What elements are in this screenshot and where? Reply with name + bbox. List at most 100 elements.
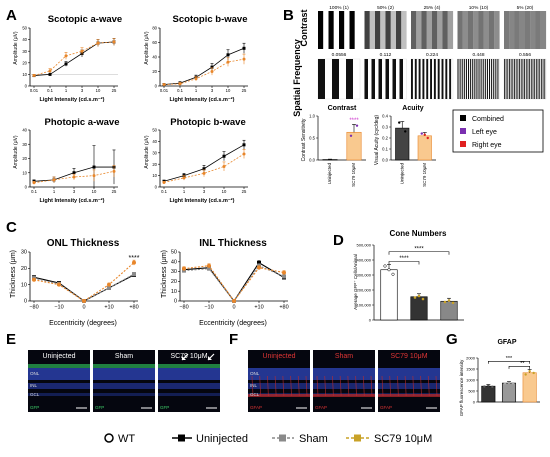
individual-point (383, 264, 387, 268)
gfap-signal (404, 375, 407, 397)
micrograph-title: Sham (115, 353, 133, 360)
x-tick-label: Uninjected (327, 163, 332, 185)
grating-stripe (449, 59, 452, 99)
chart-title: Contrast (328, 105, 357, 112)
x-tick-label: 1 (195, 88, 198, 93)
gfap-signal (339, 375, 342, 397)
series-line (33, 273, 135, 302)
individual-point (483, 385, 486, 388)
y-tick-label: 30 (22, 49, 27, 54)
grating-stripe (507, 59, 509, 99)
individual-point (532, 371, 535, 375)
y-tick-label: 10 (171, 289, 177, 295)
grating-stripe (418, 59, 421, 99)
grating-stripe (497, 59, 499, 99)
chart-title: ONL Thickness (47, 238, 120, 249)
gfap-signal (248, 394, 310, 397)
grating-stripe (375, 11, 381, 49)
individual-point (524, 373, 527, 376)
stain-label: GFAP (380, 405, 392, 410)
contrast-bar-chart: Contrast Contrast Sensitivity 0.0 0.5 1.0 U… (301, 105, 366, 187)
grating-stripe (532, 59, 534, 99)
y-tick-label: 50 (152, 128, 157, 133)
series-line (163, 58, 245, 85)
x-axis-label: Light Intensity (cd.s.m⁻²) (40, 96, 105, 103)
arrow-head (208, 356, 212, 360)
x-tick-label: −80 (179, 305, 188, 311)
grating-stripe (524, 59, 525, 99)
gfap-signal (313, 394, 375, 397)
grating-stripe (474, 59, 476, 99)
y-tick-label: 0.0 (382, 157, 388, 162)
contrast-level-label: 100% (1) (329, 5, 349, 11)
y-tick-label: 500 (468, 388, 475, 393)
grating-stripe (344, 11, 350, 49)
contrast-level-label: 10% (10) (469, 5, 489, 11)
grating-stripe (495, 59, 497, 99)
grating-stripe (390, 11, 397, 49)
y-axis-label: Amplitude (μV) (13, 31, 19, 65)
grating-stripe (519, 59, 520, 99)
grating-stripe (494, 11, 500, 49)
chart-title: Scotopic b-wave (173, 14, 248, 25)
panel-letter-g: G (446, 331, 458, 348)
data-point (48, 72, 52, 76)
x-tick-label: 0.01 (160, 88, 169, 93)
x-tick-label: −10 (204, 305, 213, 311)
chart-title: Scotopic a-wave (48, 14, 122, 25)
grating-stripe (542, 59, 544, 99)
micrograph-background (248, 350, 310, 412)
gfap-signal (332, 375, 334, 397)
grating-stripe (468, 59, 470, 99)
grating-stripe (445, 59, 448, 99)
series-line (183, 265, 285, 302)
grating-stripe (371, 59, 375, 99)
spatial-frequency-label: 0.224 (426, 52, 438, 58)
y-axis-label: Thickness (μm) (161, 250, 168, 298)
grating-stripe (478, 11, 484, 49)
series-line (183, 262, 285, 302)
grating-stripe (509, 59, 510, 99)
chart-title: GFAP (497, 339, 516, 346)
y-tick-label: 40 (152, 139, 157, 144)
inl-band (248, 383, 310, 389)
grating-stripe (401, 11, 407, 49)
data-point (182, 176, 186, 180)
grating-stripe (328, 11, 334, 49)
chart-title: Photopic a-wave (45, 117, 120, 128)
grating-stripe (354, 11, 361, 49)
y-tick-label: 0 (24, 299, 27, 305)
x-tick-label: +10 (104, 305, 113, 311)
scotopic-a-wave-chart: Scotopic a-wave Amplitude (μV) Light Int… (13, 14, 122, 103)
data-point (48, 69, 52, 73)
data-point (210, 70, 214, 73)
data-point (222, 164, 226, 168)
legend-box (452, 109, 544, 153)
individual-point (487, 384, 490, 387)
gfp-signal (28, 364, 90, 368)
y-tick-label: 10 (152, 173, 157, 178)
panel-letter-b: B (283, 7, 294, 24)
significance-bracket (388, 261, 420, 265)
grating-stripe (489, 59, 491, 99)
y-tick-label: 80 (152, 26, 157, 31)
data-point (64, 62, 68, 66)
stain-label: GFAP (315, 405, 327, 410)
y-tick-label: 20 (152, 69, 157, 74)
series-line (183, 265, 285, 302)
gfap-signal (355, 375, 357, 397)
bar (410, 296, 428, 321)
gfap-signal (259, 375, 262, 397)
grating-stripe (540, 59, 542, 99)
data-point (257, 260, 261, 265)
grating-stripe (421, 11, 427, 49)
data-point (226, 53, 230, 57)
panel-letter-f: F (229, 331, 238, 348)
y-tick-label: 400,000 (357, 257, 372, 262)
data-point (282, 274, 286, 279)
gfap-signal (412, 375, 415, 397)
significance-bracket (388, 251, 450, 255)
gfap-signal (290, 375, 292, 397)
spatial-frequency-label: 0.0556 (332, 52, 347, 58)
legend-label-combined: Combined (472, 116, 504, 123)
